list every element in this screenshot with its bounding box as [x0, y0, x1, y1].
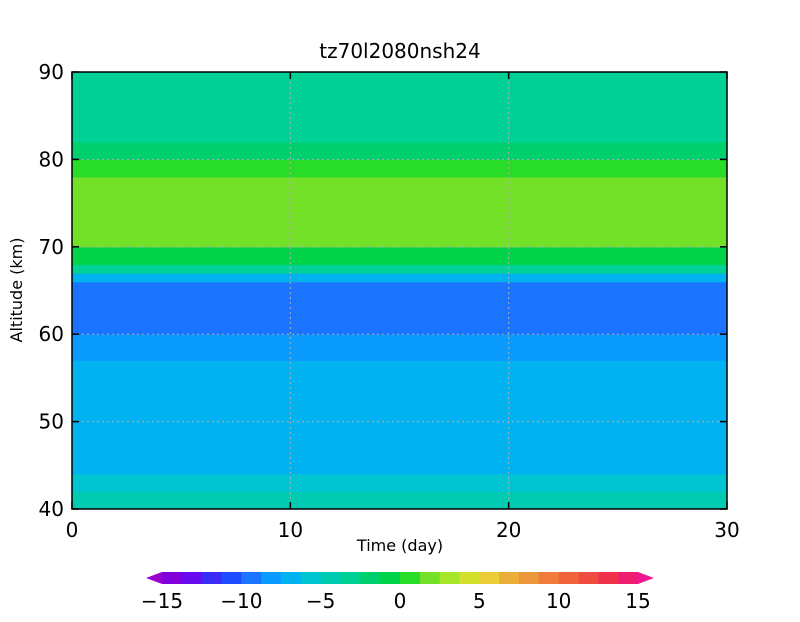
heatmap-band: [72, 229, 727, 248]
heatmap-band: [72, 299, 727, 318]
y-tick-label: 70: [39, 235, 64, 259]
x-tick-label: 0: [66, 518, 79, 542]
colorbar-tick-label: 0: [394, 589, 407, 613]
colorbar-swatch: [439, 572, 460, 584]
colorbar-swatch: [360, 572, 381, 584]
heatmap-band: [72, 264, 727, 274]
colorbar: −15 −10 −5 0 5 10 15: [141, 572, 654, 613]
colorbar-swatch: [340, 572, 361, 584]
heatmap-band: [72, 474, 727, 493]
x-axis-label: Time (day): [356, 536, 443, 555]
heatmap-band: [72, 273, 727, 283]
colorbar-swatch: [618, 572, 639, 584]
colorbar-swatch: [598, 572, 619, 584]
y-tick-label: 60: [39, 322, 64, 346]
heatmap-band: [72, 360, 727, 405]
colorbar-swatch: [400, 572, 421, 584]
colorbar-tick-label: −10: [220, 589, 262, 613]
y-tick-label: 50: [39, 410, 64, 434]
heatmap-band: [72, 281, 727, 300]
y-tick-label: 80: [39, 147, 64, 171]
colorbar-swatch: [578, 572, 599, 584]
chart-title: tz70l2080nsh24: [319, 39, 480, 63]
colorbar-swatch: [221, 572, 242, 584]
y-tick-label: 40: [39, 497, 64, 521]
colorbar-tick-label: −5: [306, 589, 335, 613]
colorbar-swatch: [479, 572, 500, 584]
colorbar-swatch: [380, 572, 401, 584]
heatmap-band: [72, 115, 727, 143]
colorbar-swatch: [201, 572, 222, 584]
plot-frame: [71, 71, 728, 510]
colorbar-arrow-right: [638, 572, 654, 584]
colorbar-swatch: [162, 572, 183, 584]
heatmap-band: [72, 159, 727, 178]
heatmap-band: [72, 203, 727, 230]
colorbar-swatch: [459, 572, 480, 584]
axis-ticks: 0 10 20 30 40 50 60 70 80 90: [39, 60, 740, 542]
colorbar-swatch: [281, 572, 302, 584]
x-tick-label: 10: [278, 518, 303, 542]
heatmap-band: [72, 72, 727, 91]
colorbar-swatch: [241, 572, 262, 584]
colorbar-swatch: [499, 572, 520, 584]
colorbar-swatch: [519, 572, 540, 584]
colorbar-swatch: [538, 572, 560, 584]
heatmap-band: [72, 334, 727, 362]
colorbar-swatch: [419, 572, 441, 584]
heatmap-band: [72, 176, 727, 204]
plot-area: [72, 72, 727, 509]
colorbar-tick-label: 5: [473, 589, 486, 613]
colorbar-swatch: [300, 572, 322, 584]
heatmap-band: [72, 246, 727, 265]
colorbar-swatch: [261, 572, 282, 584]
x-tick-label: 20: [496, 518, 521, 542]
colorbar-tick-label: 15: [625, 589, 650, 613]
heatmap-band: [72, 141, 727, 160]
heatmap-band: [72, 491, 727, 501]
y-tick-label: 90: [39, 60, 64, 84]
grid-lines: [72, 72, 727, 509]
colorbar-tick-label: −15: [141, 589, 183, 613]
x-tick-label: 30: [714, 518, 739, 542]
y-axis-label: Altitude (km): [7, 238, 26, 343]
heatmap-band: [72, 500, 727, 509]
heatmap-band: [72, 447, 727, 475]
heatmap-band: [72, 404, 727, 449]
colorbar-arrow-left: [146, 572, 162, 584]
heatmap-band: [72, 316, 727, 335]
colorbar-swatch: [320, 572, 341, 584]
heatmap-band: [72, 89, 727, 117]
colorbar-swatch: [181, 572, 203, 584]
colorbar-tick-label: 10: [546, 589, 571, 613]
colorbar-swatch: [558, 572, 579, 584]
